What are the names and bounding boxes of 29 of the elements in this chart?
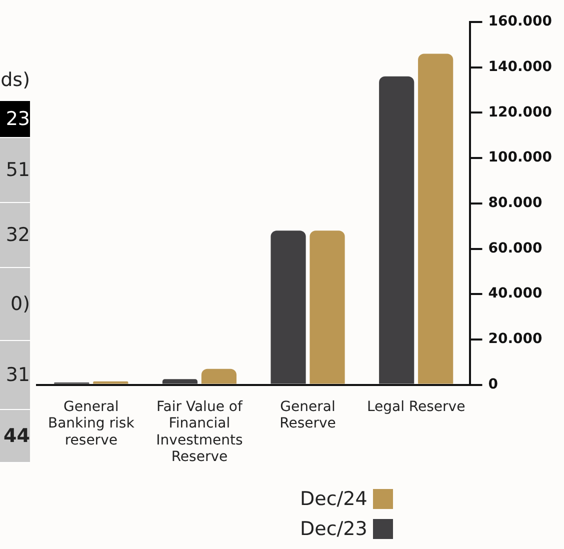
y-tick-label: 20.000 bbox=[488, 331, 543, 348]
x-tick-label: General Reserve bbox=[280, 398, 336, 432]
y-tick-label: 60.000 bbox=[488, 240, 543, 256]
y-tick-label: 140.000 bbox=[488, 58, 552, 75]
text: 31 bbox=[0, 341, 30, 410]
y-tick-label: 0 bbox=[488, 376, 498, 392]
legend-label: Dec/23 bbox=[300, 518, 368, 540]
bar bbox=[162, 379, 198, 384]
bar bbox=[418, 54, 454, 384]
text: 23 bbox=[0, 101, 30, 138]
y-tick-label: 160.000 bbox=[488, 14, 552, 30]
bar bbox=[379, 76, 414, 384]
text: 51 bbox=[0, 138, 30, 203]
x-tick-label: Fair Value of Financial Investments Reserve bbox=[156, 398, 244, 466]
text: 32 bbox=[0, 203, 30, 268]
bar bbox=[270, 230, 306, 384]
text: 44 bbox=[0, 410, 30, 463]
y-tick-label: 100.000 bbox=[488, 150, 552, 166]
y-tick-label: 40.000 bbox=[488, 286, 543, 302]
x-tick-label: Legal Reserve bbox=[366, 398, 466, 415]
bar bbox=[201, 368, 237, 384]
legend-label: Dec/24 bbox=[300, 488, 368, 510]
bar bbox=[310, 230, 345, 384]
text: ds) bbox=[0, 60, 30, 101]
text: 0) bbox=[0, 268, 30, 341]
x-tick-label: General Banking risk reserve bbox=[48, 398, 136, 448]
bar bbox=[93, 381, 128, 384]
y-tick-label: 80.000 bbox=[488, 195, 543, 212]
y-tick-label: 120.000 bbox=[488, 104, 552, 120]
